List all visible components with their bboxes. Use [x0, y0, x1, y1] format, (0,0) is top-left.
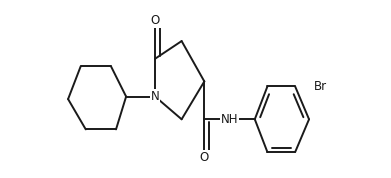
Text: NH: NH	[221, 113, 238, 126]
Text: O: O	[200, 151, 209, 164]
Text: N: N	[151, 90, 160, 103]
Text: Br: Br	[314, 80, 327, 93]
Text: O: O	[151, 14, 160, 27]
